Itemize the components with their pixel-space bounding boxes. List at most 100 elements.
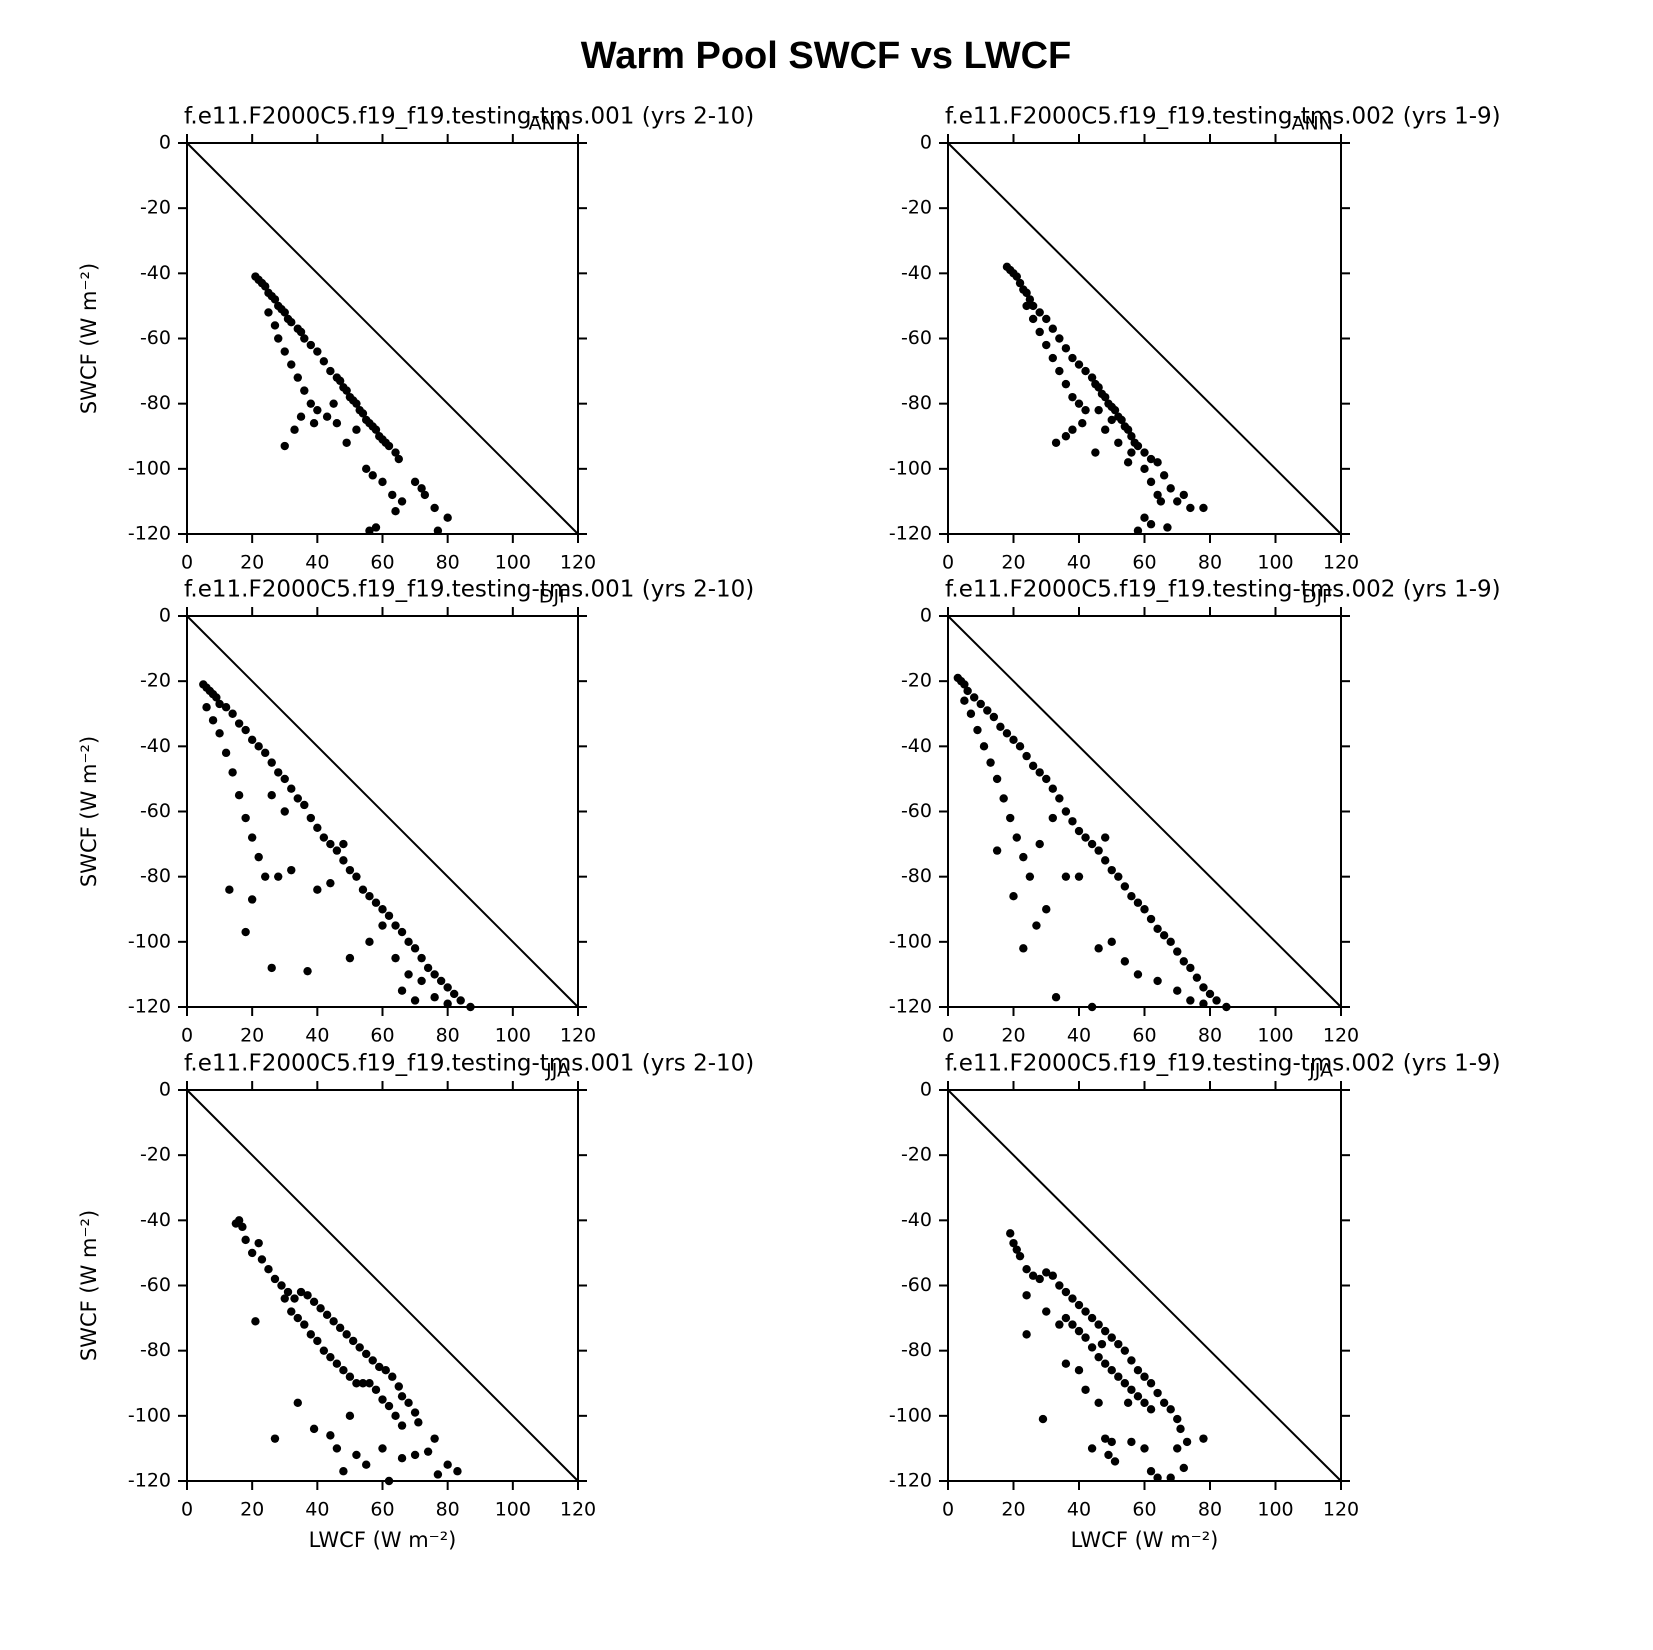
scatter-point (371, 898, 381, 907)
scatter-point (228, 768, 237, 777)
scatter-point (1107, 1366, 1116, 1375)
scatter-point (241, 1235, 250, 1245)
scatter-point (1153, 458, 1162, 467)
scatter-point (326, 878, 335, 888)
x-tick-label: 100 (495, 552, 531, 574)
y-tick-label: -100 (889, 1404, 932, 1426)
y-tick-label: -20 (140, 670, 171, 692)
x-tick-label: 20 (1001, 1499, 1025, 1521)
scatter-point (339, 1467, 348, 1476)
scatter-point (1127, 1385, 1136, 1394)
x-tick-label: 60 (1132, 1499, 1156, 1521)
scatter-point (1055, 334, 1064, 343)
y-tick-label: -120 (128, 1470, 171, 1492)
scatter-point (1035, 327, 1044, 337)
scatter-point (303, 1291, 312, 1300)
scatter-point (228, 709, 237, 718)
scatter-point (381, 1366, 390, 1375)
scatter-point (352, 872, 361, 881)
scatter-point (280, 441, 289, 451)
scatter-point (1038, 1414, 1048, 1424)
scatter-point (1146, 914, 1156, 924)
scatter-point (1140, 905, 1149, 914)
figure-title: Warm Pool SWCF vs LWCF (581, 35, 1072, 77)
scatter-point (1133, 1366, 1143, 1375)
scatter-point (287, 318, 296, 327)
scatter-point (979, 742, 989, 751)
panel: 0 20 40 60 80 100 120 -120 -100 -80 -60 -40 -20 0 f.e1… (77, 1051, 754, 1553)
panel: 0 20 40 60 80 100 120 -120 -100 -80 -60 -40 -20 0 f.e1… (889, 104, 1501, 574)
scatter-point (378, 905, 387, 914)
x-tick-label: 60 (370, 1499, 394, 1521)
panel: 0 20 40 60 80 100 120 -120 -100 -80 -60 -40 -20 0 f.e1… (889, 1051, 1501, 1553)
scatter-point (309, 1424, 319, 1434)
scatter-point (365, 1379, 374, 1388)
season-label: ANN (1292, 113, 1333, 135)
scatter-point (1159, 1398, 1169, 1408)
scatter-point (1127, 1437, 1136, 1447)
scatter-point (352, 1450, 361, 1460)
scatter-point (1028, 761, 1038, 771)
scatter-point (1101, 1326, 1110, 1336)
scatter-point (986, 758, 995, 767)
scatter-point (404, 970, 413, 979)
scatter-point (1107, 865, 1116, 875)
y-tick-label: 0 (920, 605, 932, 627)
scatter-point (1081, 1333, 1090, 1342)
scatter-point (999, 794, 1008, 803)
scatter-point (1153, 976, 1162, 986)
scatter-point (1061, 807, 1071, 816)
scatter-point (365, 937, 374, 947)
scatter-point (342, 1330, 351, 1339)
scatter-point (1022, 1265, 1031, 1274)
y-tick-label: -100 (889, 930, 932, 952)
scatter-point (247, 895, 257, 904)
scatter-point (1114, 1372, 1123, 1381)
y-tick-label: -40 (140, 1209, 171, 1231)
scatter-point (342, 386, 351, 395)
scatter-point (1022, 751, 1031, 761)
scatter-point (1009, 735, 1018, 745)
scatter-point (1042, 1307, 1051, 1316)
scatter-point (1091, 448, 1100, 457)
x-tick-label: 100 (1257, 552, 1293, 574)
x-tick-label: 0 (942, 1499, 954, 1521)
y-tick-label: -80 (140, 865, 171, 887)
x-tick-label: 120 (1323, 552, 1359, 574)
scatter-point (1055, 1320, 1064, 1329)
scatter-point (1107, 1437, 1116, 1447)
scatter-point (329, 1317, 338, 1326)
scatter-point (267, 963, 276, 973)
scatter-point (394, 454, 403, 464)
y-axis-label: SWCF (W m⁻²) (77, 263, 101, 414)
scatter-point (1022, 301, 1031, 311)
scatter-point (274, 334, 283, 343)
scatter-point (397, 986, 407, 995)
scatter-point (290, 425, 299, 434)
y-tick-label: 0 (159, 1079, 171, 1101)
scatter-point (1127, 432, 1136, 441)
y-tick-label: -80 (140, 1339, 171, 1361)
scatter-point (1114, 438, 1123, 447)
scatter-point (1182, 1437, 1192, 1447)
y-tick-label: 0 (159, 132, 171, 154)
scatter-point (1087, 1313, 1097, 1323)
x-tick-label: 80 (436, 1499, 460, 1521)
scatter-point (1094, 405, 1103, 415)
scatter-point (453, 1467, 462, 1476)
x-tick-label: 100 (1257, 1499, 1293, 1521)
scatter-point (1022, 1330, 1031, 1339)
y-axis-label: SWCF (W m⁻²) (77, 1210, 101, 1361)
scatter-point (1078, 419, 1087, 428)
scatter-point (293, 794, 302, 803)
scatter-point (1127, 892, 1136, 901)
scatter-point (1061, 872, 1071, 881)
scatter-point (378, 1444, 387, 1453)
y-tick-label: -100 (128, 930, 171, 952)
y-tick-label: -100 (889, 457, 932, 479)
y-tick-label: -40 (901, 262, 932, 284)
scatter-point (358, 409, 368, 418)
scatter-point (296, 412, 306, 421)
scatter-point (1042, 905, 1051, 914)
